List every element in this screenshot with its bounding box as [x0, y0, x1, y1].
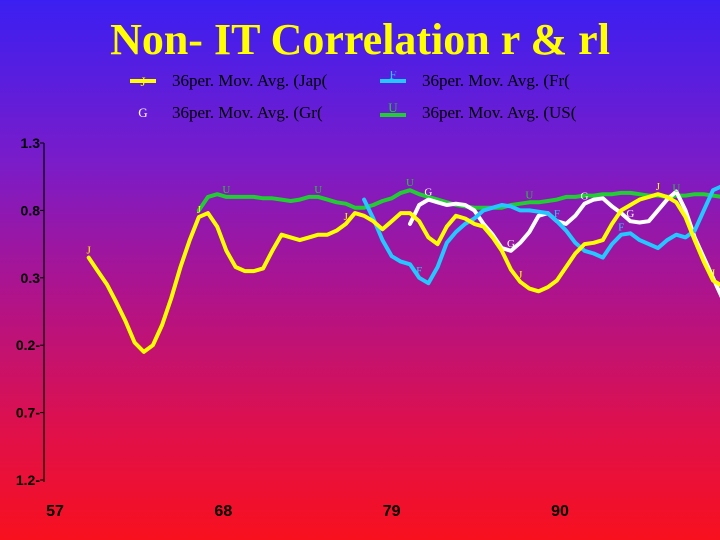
legend-marker-jap: J	[130, 74, 156, 89]
y-tick-label: 1.3	[21, 135, 41, 151]
series-point-marker: F	[618, 222, 624, 234]
series-point-marker: J	[87, 245, 92, 257]
series-point-marker: U	[672, 183, 680, 195]
y-tick-label: 0.3	[21, 270, 41, 286]
legend-item-fr: F 36per. Mov. Avg. (Fr(	[378, 68, 570, 94]
series-lines	[86, 184, 720, 354]
series-point-marker: F	[416, 265, 422, 277]
legend-label-gr: 36per. Mov. Avg. (Gr(	[172, 103, 323, 122]
x-tick-label: 57	[46, 503, 64, 520]
series-point-marker: G	[626, 208, 634, 220]
legend-marker-gr: G	[138, 105, 147, 120]
legend-item-gr: G 36per. Mov. Avg. (Gr(	[128, 100, 323, 126]
legend-label-jap: 36per. Mov. Avg. (Jap(	[172, 71, 328, 90]
series-point-marker: G	[581, 191, 589, 203]
y-tick-label: 0.2-	[16, 337, 40, 353]
svg-text:J: J	[140, 74, 145, 89]
series-point-marker: J	[656, 181, 661, 193]
x-tick-label: 90	[551, 503, 569, 520]
series-point-marker: U	[525, 189, 533, 201]
y-axis-ticks: 1.3 0.8 0.3 0.2- 0.7- 1.2-	[16, 135, 44, 488]
chart-title: Non- IT Correlation r & rl	[110, 15, 610, 64]
series-point-marker: U	[222, 184, 230, 196]
series-line-g	[408, 189, 720, 298]
series-point-marker: U	[314, 184, 322, 196]
series-point-marker: G	[424, 187, 432, 199]
x-tick-label: 79	[383, 503, 401, 520]
series-point-marker: J	[711, 267, 716, 279]
series-point-marker: U	[406, 177, 414, 189]
legend-marker-us: U	[380, 103, 406, 117]
series-point-marker: J	[197, 204, 202, 216]
x-tick-label: 68	[214, 503, 232, 520]
x-axis-ticks: 57 68 79 90	[46, 503, 569, 520]
series-point-marker: F	[554, 208, 560, 220]
series-point-marker: G	[507, 238, 515, 250]
svg-text:F: F	[389, 71, 396, 82]
legend-marker-fr: F	[380, 71, 406, 83]
y-tick-label: 0.8	[21, 202, 41, 218]
series-point-marker: J	[344, 211, 349, 223]
legend-label-us: 36per. Mov. Avg. (US(	[422, 103, 577, 122]
y-tick-label: 1.2-	[16, 472, 40, 488]
legend-item-us: U 36per. Mov. Avg. (US(	[378, 100, 576, 126]
legend-item-jap: J 36per. Mov. Avg. (Jap(	[128, 68, 327, 94]
series-point-marker: J	[518, 269, 523, 281]
legend: J 36per. Mov. Avg. (Jap( F 36per. Mov. A…	[128, 66, 628, 130]
legend-label-fr: 36per. Mov. Avg. (Fr(	[422, 71, 570, 90]
series-line-j	[86, 192, 720, 354]
series-line-f	[362, 184, 720, 286]
svg-text:G: G	[138, 105, 147, 120]
svg-text:U: U	[388, 103, 398, 115]
y-tick-label: 0.7-	[16, 405, 40, 421]
